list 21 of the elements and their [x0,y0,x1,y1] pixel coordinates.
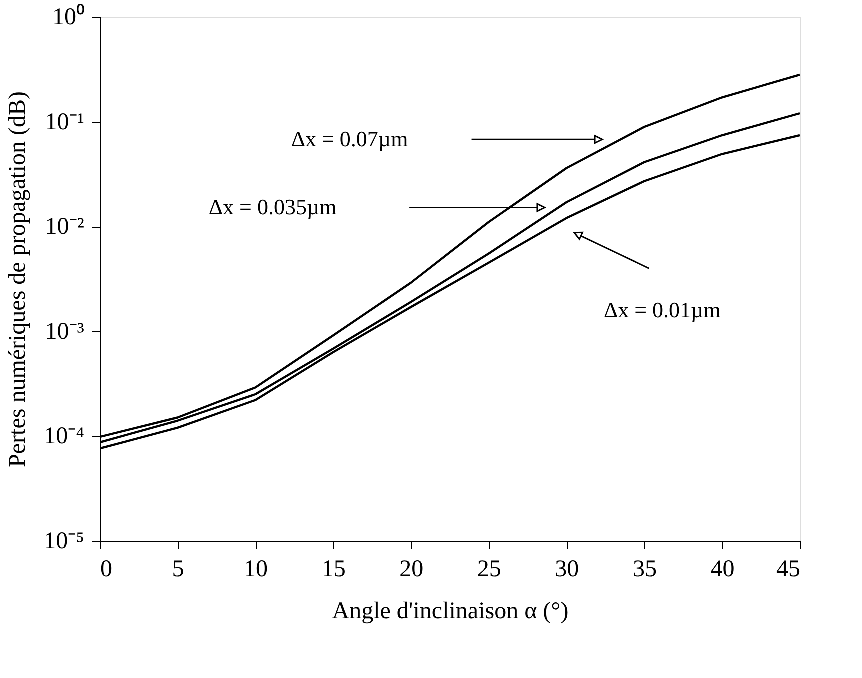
y-tick-label: 10⁰ [52,4,84,30]
y-tick-label: 10⁻¹ [45,109,84,136]
y-tick-label: 10⁻⁴ [44,424,84,450]
x-tick-label: 5 [172,556,184,582]
x-tick-label: 0 [100,556,112,582]
annotation: Δx = 0.01µm [604,297,721,322]
x-tick-label: 25 [477,556,502,582]
y-tick-label: 10⁻² [45,214,84,240]
x-tick-label: 15 [322,556,346,582]
y-tick-label: 10⁻⁵ [44,528,84,554]
x-tick-label: 45 [776,556,800,582]
x-axis-title: Angle d'inclinaison α (°) [332,598,569,624]
x-tick-label: 20 [400,556,424,582]
x-tick-label: 35 [632,556,657,582]
x-tick-label: 10 [244,556,268,582]
y-axis-title: Pertes numériques de propagation (dB) [5,92,32,468]
annotation: Δx = 0.035µm [208,194,337,220]
x-tick-label: 40 [710,556,735,582]
annotation: Δx = 0.07µm [291,126,408,152]
x-tick-label: 30 [555,556,580,582]
y-tick-label: 10⁻³ [45,318,84,345]
